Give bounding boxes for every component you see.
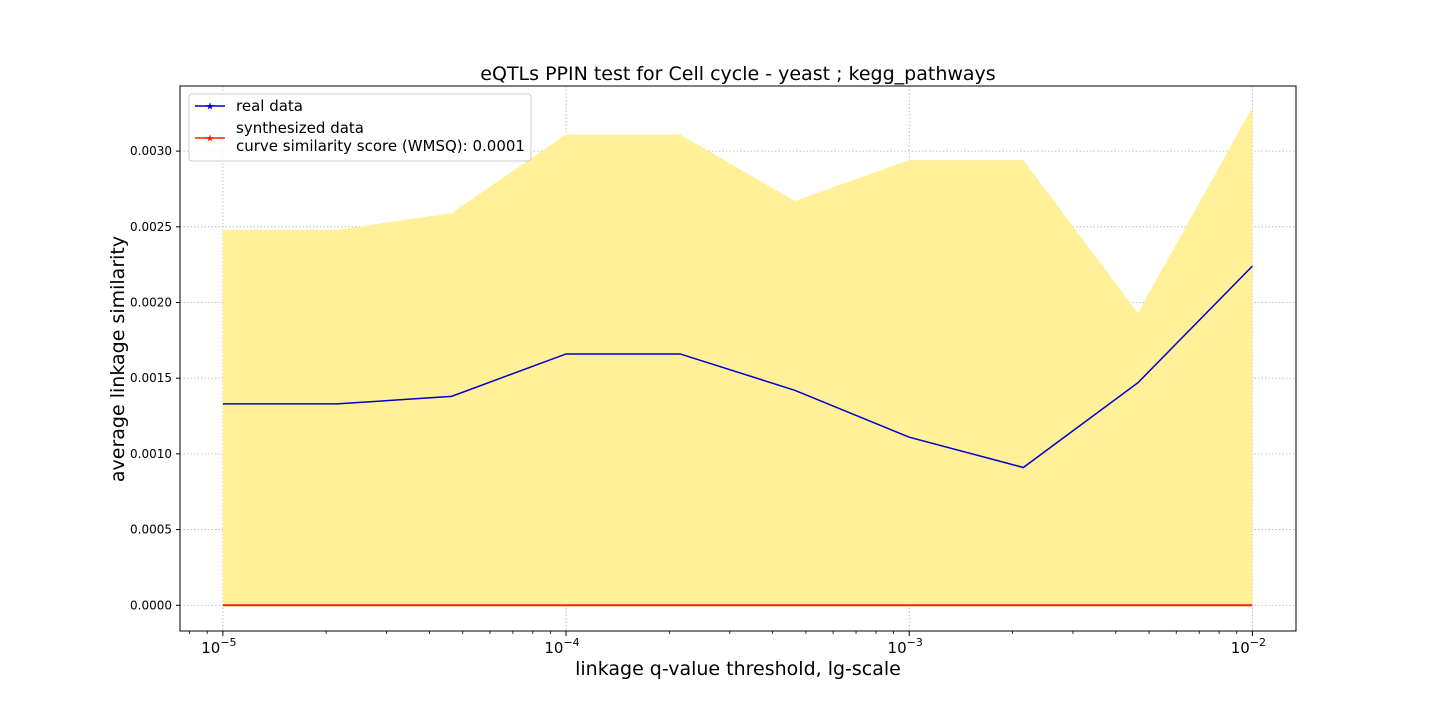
legend-marker-real-data: ★ [206,102,215,113]
y-tick-label: 0.0020 [130,295,172,309]
band-layer [222,107,1253,606]
confidence-band [222,107,1253,606]
x-tick-label: 10−4 [544,636,579,657]
y-tick-label: 0.0025 [130,220,172,234]
y-tick-label: 0.0005 [130,523,172,537]
x-axis: 10−5 10−4 10−3 10−2 [189,631,1266,657]
y-tick-label: 0.0030 [130,144,172,158]
y-axis-label: average linkage similarity [107,236,129,482]
chart-title: eQTLs PPIN test for Cell cycle - yeast ;… [480,63,995,85]
plot-frame [179,85,1297,632]
legend-label-synthesized-data: synthesized data [236,119,364,137]
series-layer [222,265,1253,607]
legend-label-real-data: real data [236,97,303,115]
y-tick-label: 0.0015 [130,371,172,385]
y-axis: 0.0000 0.0005 0.0010 0.0015 0.0020 0.0025 0.00… [130,144,180,612]
y-tick-label: 0.0010 [130,447,172,461]
x-axis-label: linkage q-value threshold, lg-scale [575,658,901,680]
legend-label-synthesized-data: curve similarity score (WMSQ): 0.0001 [236,137,525,155]
legend-box [188,93,532,162]
y-tick-label: 0.0000 [130,598,172,612]
x-tick-label: 10−2 [1231,636,1266,657]
legend-marker-synthesized-data: ★ [206,134,215,145]
x-tick-label: 10−5 [201,636,236,657]
series-line-real-data [222,265,1253,469]
x-tick-label: 10−3 [888,636,923,657]
